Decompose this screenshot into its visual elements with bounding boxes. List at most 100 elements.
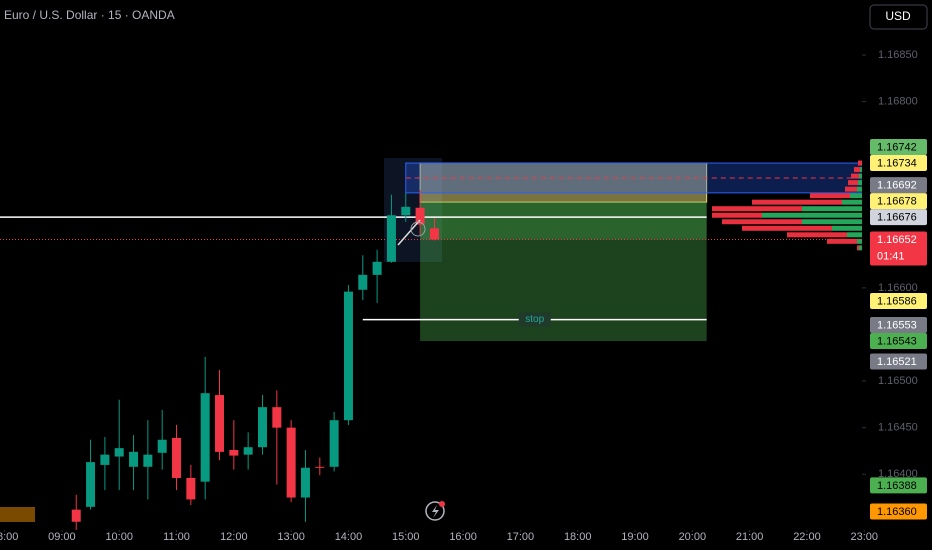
profile-up: [802, 206, 862, 212]
price-badge: [870, 292, 927, 309]
currency-label[interactable]: USD: [885, 9, 911, 23]
price-badge-label: 1.16678: [877, 195, 917, 207]
profile-down: [787, 232, 847, 238]
price-badge-label: 1.16553: [877, 319, 917, 331]
y-tick-label: 1.16600: [878, 282, 918, 294]
candle-body: [243, 447, 253, 455]
candle-body: [358, 274, 368, 290]
candle-body: [129, 451, 139, 467]
candle-body: [200, 393, 210, 482]
y-tick-label: 1.16500: [878, 375, 918, 387]
currency-button[interactable]: [869, 4, 928, 30]
price-badge: [870, 193, 927, 210]
profile-down: [854, 167, 860, 173]
candle-body: [71, 509, 81, 522]
profile-down: [851, 173, 859, 179]
y-tick-label: 1.16850: [878, 49, 918, 61]
x-tick-label: 18:00: [564, 531, 592, 543]
candle-body: [215, 395, 225, 452]
price-badge-label: 1.16543: [877, 335, 917, 347]
y-tick-label: 1.16800: [878, 95, 918, 107]
candle-body: [172, 437, 182, 478]
candle-body: [86, 462, 96, 507]
replay-icon[interactable]: [425, 501, 445, 521]
drawing-line: [397, 219, 421, 246]
x-tick-label: 16:00: [449, 531, 477, 543]
candle-body: [386, 215, 396, 262]
profile-down: [810, 193, 850, 199]
candle-body: [272, 407, 282, 428]
price-badge: [870, 209, 927, 226]
stop-label-bg: [518, 312, 551, 327]
candle-body: [286, 427, 296, 498]
profile-up: [857, 238, 862, 244]
y-tick-label: 1.16450: [878, 422, 918, 434]
target-zone: [419, 162, 708, 203]
x-tick-label: 15:00: [392, 531, 420, 543]
profile-up: [857, 186, 862, 192]
x-tick-label: 14:00: [335, 531, 363, 543]
profile-down: [722, 219, 802, 225]
candle-body: [329, 420, 339, 467]
notification-dot: [439, 501, 445, 507]
countdown: 01:41: [877, 250, 905, 262]
profile-down: [712, 212, 762, 218]
candle-body: [372, 261, 382, 275]
price-badge-label: 1.16742: [877, 141, 917, 153]
price-badge-label: 1.16521: [877, 356, 917, 368]
profile-down: [742, 225, 832, 231]
candle-body: [343, 291, 353, 421]
candle-body: [100, 454, 110, 465]
profile-up: [842, 199, 862, 205]
profile-down: [858, 160, 862, 166]
chart-title: Euro / U.S. Dollar · 15 · OANDA: [4, 8, 175, 22]
price-badge-label: 1.16692: [877, 179, 917, 191]
candle-body: [186, 477, 196, 500]
candle-body: [229, 450, 239, 456]
candle-body: [157, 439, 167, 453]
candle-body: [114, 448, 124, 457]
x-tick-label: 10:00: [105, 531, 133, 543]
price-badge-label: 1.16734: [877, 157, 917, 169]
price-badge: [870, 333, 927, 350]
price-badge: [870, 177, 927, 194]
x-tick-label: 11:00: [163, 531, 190, 543]
x-tick-label: 12:00: [220, 531, 248, 543]
profile-down: [827, 238, 857, 244]
profile-up: [858, 180, 862, 186]
open-pnl-zone: [420, 202, 707, 240]
x-tick-label: 17:00: [507, 531, 535, 543]
x-tick-label: 13:00: [277, 531, 305, 543]
price-badge-label: 1.16652: [877, 234, 917, 246]
price-badge-label: 1.16388: [877, 480, 917, 492]
candle-body: [257, 407, 267, 448]
price-badge: [870, 353, 927, 370]
price-badge-label: 1.16676: [877, 211, 917, 223]
price-badge-label: 1.16586: [877, 295, 917, 307]
profile-up: [850, 193, 862, 199]
plot: stop: [0, 160, 862, 530]
x-tick-label: 08:00: [0, 531, 18, 543]
profile-down: [857, 245, 859, 251]
price-badge: [870, 503, 927, 520]
stop-zone: [420, 202, 707, 342]
profile-down: [752, 199, 842, 205]
profile-up: [762, 212, 862, 218]
price-badge: [870, 231, 927, 266]
price-badge: [870, 155, 927, 172]
profile-up: [859, 173, 862, 179]
candle-body: [415, 207, 425, 225]
session-box: [0, 507, 35, 522]
profile-up: [832, 225, 862, 231]
price-badge-label: 1.16360: [877, 506, 917, 518]
candle-body: [429, 228, 439, 240]
price-badge: [870, 317, 927, 334]
drawing-handle: [410, 221, 426, 237]
profile-up: [847, 232, 862, 238]
x-tick-label: 20:00: [679, 531, 707, 543]
price-badge: [870, 139, 927, 156]
profile-down: [712, 206, 802, 212]
